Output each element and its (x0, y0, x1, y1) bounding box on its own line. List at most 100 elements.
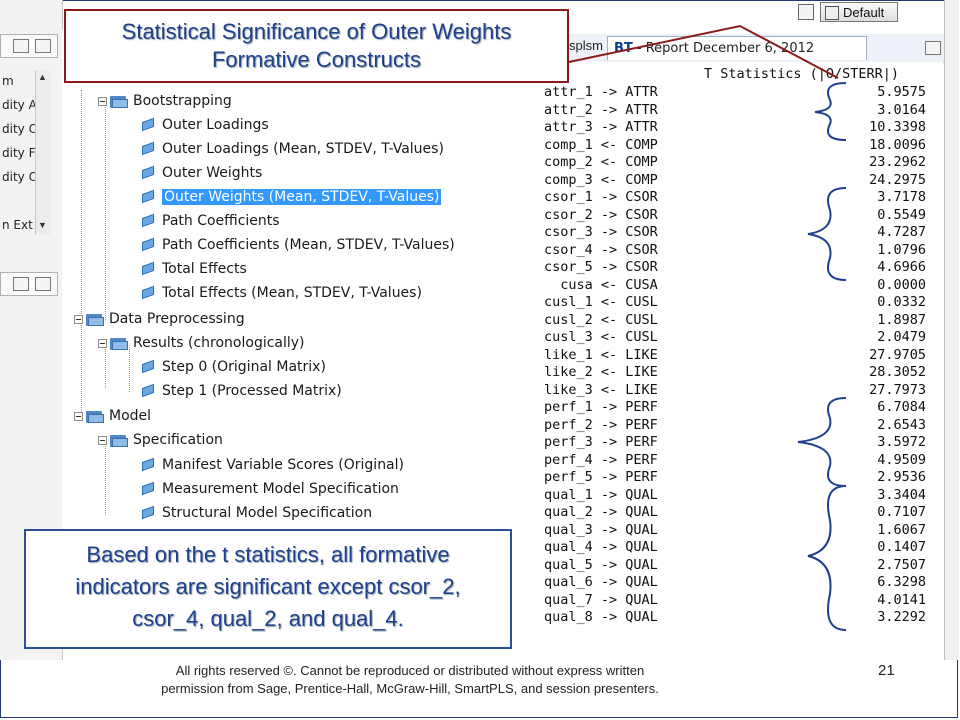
tree-leaf[interactable]: Manifest Variable Scores (Original) (140, 454, 404, 476)
maximize-button[interactable] (35, 39, 51, 53)
tree-node-results[interactable]: Results (chronologically) (98, 332, 305, 354)
left-panel-item[interactable]: dity C (2, 170, 37, 184)
tree-leaf-label: Outer Weights (162, 165, 263, 181)
tree-connector (105, 343, 106, 388)
report-row: attr_2 -> ATTR 3.0164 (544, 102, 934, 119)
tree-leaf-label: Total Effects (162, 261, 247, 277)
tree-leaf[interactable]: Step 0 (Original Matrix) (140, 356, 326, 378)
t-statistic-value: 4.9509 (877, 451, 926, 468)
report-row: csor_3 -> CSOR 4.7287 (544, 224, 934, 241)
left-panel-tab[interactable] (0, 34, 58, 58)
report-icon (140, 383, 154, 398)
report-icon (140, 165, 154, 180)
tree-leaf[interactable]: Outer Weights (140, 162, 262, 184)
tree-node-label: Specification (133, 432, 223, 448)
tree-node-specification[interactable]: Specification (98, 429, 223, 451)
t-statistic-value: 10.3398 (869, 119, 926, 135)
collapse-toggle-icon[interactable] (98, 338, 107, 348)
tree-leaf[interactable]: Step 1 (Processed Matrix) (140, 380, 342, 402)
slide-title-box: Statistical Significance of Outer Weight… (64, 9, 569, 83)
indicator-label: attr_1 -> ATTR (544, 84, 658, 100)
tree-node-bootstrapping[interactable]: Bootstrapping (98, 90, 232, 112)
left-panel-item[interactable]: m (2, 74, 14, 88)
tree-node-label: Results (chronologically) (133, 335, 305, 351)
tab-splsm[interactable]: splsm (569, 38, 603, 53)
indicator-label: perf_5 -> PERF (544, 469, 658, 485)
slide-title-line1: Statistical Significance of Outer Weight… (121, 19, 512, 44)
tree-node-label: Model (109, 408, 152, 424)
collapse-toggle-icon[interactable] (74, 314, 83, 324)
tree-node-data-preprocessing[interactable]: Data Preprocessing (74, 308, 245, 330)
folder-open-icon (110, 434, 128, 447)
scroll-down-icon[interactable]: ▼ (38, 220, 47, 230)
indicator-label: cusa <- CUSA (544, 276, 658, 293)
tree-leaf[interactable]: Path Coefficients (Mean, STDEV, T-Values… (140, 234, 455, 256)
scroll-up-icon[interactable]: ▲ (38, 72, 47, 82)
report-row: cusl_1 <- CUSL 0.0332 (544, 294, 934, 311)
left-panel-item[interactable]: n Ext (2, 218, 33, 232)
right-scroll-strip[interactable] (944, 0, 959, 660)
collapse-toggle-icon[interactable] (98, 96, 107, 106)
tree-node-model[interactable]: Model (74, 405, 151, 427)
tree-leaf-selected[interactable]: Outer Weights (Mean, STDEV, T-Values) (140, 186, 442, 208)
minimize-button[interactable] (925, 41, 941, 55)
indicator-label: comp_2 <- COMP (544, 154, 658, 170)
t-statistic-value: 3.7178 (877, 189, 926, 205)
tree-leaf[interactable]: Total Effects (140, 258, 247, 280)
indicator-label: perf_1 -> PERF (544, 399, 658, 415)
folder-open-icon (110, 337, 128, 350)
folder-open-icon (86, 313, 104, 326)
tab-active-prefix: BT (614, 41, 633, 56)
left-panel-item[interactable]: dity A (2, 98, 37, 112)
tree-leaf[interactable]: Outer Loadings (Mean, STDEV, T-Values) (140, 138, 444, 160)
report-row: qual_7 -> QUAL 4.0141 (544, 592, 934, 609)
t-statistic-value: 2.6543 (877, 416, 926, 433)
tree-leaf-label: Outer Loadings (Mean, STDEV, T-Values) (162, 141, 444, 157)
tree-leaf[interactable]: Outer Loadings (140, 114, 269, 136)
minimize-button[interactable] (13, 39, 29, 53)
t-statistic-value: 6.7084 (877, 399, 926, 415)
t-statistic-value: 18.0096 (869, 136, 926, 153)
report-icon (140, 505, 154, 520)
tree-leaf[interactable]: Structural Model Specification (140, 502, 372, 524)
t-statistic-value: 24.2975 (869, 171, 926, 188)
tree-leaf-label: Manifest Variable Scores (Original) (162, 457, 404, 473)
t-statistic-value: 0.0332 (877, 294, 926, 310)
t-statistic-value: 1.8987 (877, 311, 926, 328)
indicator-label: csor_2 -> CSOR (544, 206, 658, 223)
report-row: qual_8 -> QUAL 3.2292 (544, 609, 934, 626)
left-panel-item[interactable]: dity F (2, 146, 36, 160)
indicator-label: csor_4 -> CSOR (544, 241, 658, 258)
slide-title-line2: Formative Constructs (211, 47, 422, 72)
note-line1: Based on the t statistics, all formative (86, 542, 450, 567)
folder-open-icon (110, 95, 128, 108)
default-perspective-button[interactable]: Default (820, 2, 898, 22)
perspective-icon[interactable] (798, 4, 814, 20)
left-panel-item[interactable]: dity C (2, 122, 37, 136)
indicator-label: attr_3 -> ATTR (544, 119, 658, 135)
collapse-toggle-icon[interactable] (98, 435, 107, 445)
footer-line1: All rights reserved ©. Cannot be reprodu… (175, 663, 645, 678)
t-statistic-value: 27.9705 (869, 346, 926, 363)
t-statistic-value: 3.0164 (877, 101, 926, 118)
report-row: like_3 <- LIKE 27.7973 (544, 382, 934, 399)
minimize-button[interactable] (13, 277, 29, 291)
indicator-label: qual_7 -> QUAL (544, 591, 658, 608)
report-row: qual_2 -> QUAL 0.7107 (544, 504, 934, 521)
t-statistic-value: 4.6966 (877, 259, 926, 275)
collapse-toggle-icon[interactable] (74, 411, 83, 421)
tree-leaf-label: Outer Loadings (162, 117, 269, 133)
tree-node-label: Bootstrapping (133, 93, 232, 109)
indicator-label: comp_3 <- COMP (544, 171, 658, 188)
tree-leaf[interactable]: Measurement Model Specification (140, 478, 399, 500)
tab-bt-report[interactable]: BT - Report December 6, 2012 8:47:34 PM✕ (607, 36, 867, 81)
report-icon (140, 117, 154, 132)
report-row: comp_3 <- COMP 24.2975 (544, 172, 934, 189)
maximize-button[interactable] (35, 277, 51, 291)
left-panel-tab-2[interactable] (0, 272, 58, 296)
tree-leaf[interactable]: Path Coefficients (140, 210, 280, 232)
left-panel-scrollbar[interactable]: ▲ ▼ (35, 70, 50, 235)
tree-leaf[interactable]: Total Effects (Mean, STDEV, T-Values) (140, 282, 422, 304)
report-row: perf_2 -> PERF 2.6543 (544, 417, 934, 434)
report-icon (140, 481, 154, 496)
